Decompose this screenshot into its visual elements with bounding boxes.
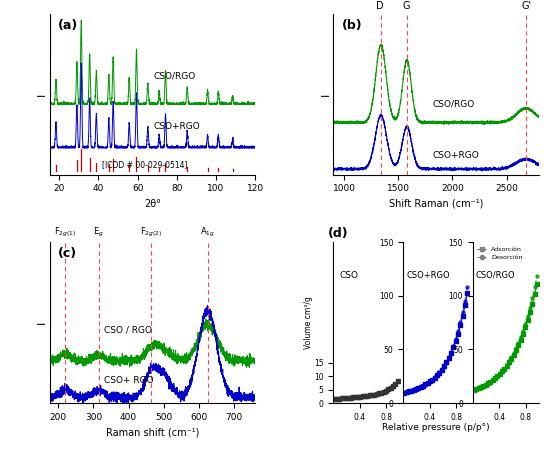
Adsorción (385, 387, 392, 392)
Desorción (345, 395, 352, 400)
Adsorción (378, 390, 384, 395)
Desorción (334, 396, 340, 402)
Text: (b): (b) (342, 19, 362, 32)
Line: Desorción: Desorción (333, 380, 399, 400)
Adsorción (345, 395, 352, 400)
Adsorción (357, 394, 364, 399)
Text: (a): (a) (58, 19, 78, 32)
Desorción (362, 393, 369, 399)
Text: Relative pressure (p/p°): Relative pressure (p/p°) (382, 423, 490, 431)
Adsorción (364, 393, 371, 398)
Desorción (364, 393, 371, 398)
Desorción (368, 392, 375, 398)
Desorción (340, 395, 347, 401)
Text: G: G (402, 0, 410, 11)
Adsorción (336, 396, 343, 401)
X-axis label: Shift Raman (cm⁻¹): Shift Raman (cm⁻¹) (389, 199, 483, 209)
Text: F$_{2g(2)}$: F$_{2g(2)}$ (140, 226, 163, 239)
Desorción (348, 395, 354, 400)
Adsorción (390, 383, 397, 389)
Adsorción (383, 388, 389, 393)
Text: (c): (c) (58, 247, 77, 260)
Adsorción (362, 393, 369, 399)
Text: G': G' (521, 0, 531, 11)
Adsorción (387, 385, 394, 391)
Adsorción (366, 393, 373, 398)
Text: CSO/RGO: CSO/RGO (433, 100, 475, 109)
Text: A$_{1g}$: A$_{1g}$ (200, 226, 215, 239)
Y-axis label: I: I (37, 321, 47, 324)
Adsorción (340, 395, 347, 401)
Desorción (392, 381, 399, 387)
Desorción (394, 379, 401, 384)
Text: CSO / RGO: CSO / RGO (104, 326, 152, 334)
Desorción (390, 383, 397, 389)
Desorción (338, 396, 345, 401)
Desorción (376, 391, 382, 396)
Adsorción (334, 396, 340, 402)
Y-axis label: I: I (321, 93, 331, 96)
Desorción (359, 393, 366, 399)
Desorción (331, 396, 338, 402)
Adsorción (394, 379, 401, 384)
Adsorción (371, 392, 378, 397)
Adsorción (331, 396, 338, 402)
X-axis label: Raman shift (cm⁻¹): Raman shift (cm⁻¹) (106, 427, 199, 437)
Text: CSO+ RGO: CSO+ RGO (104, 376, 153, 385)
Adsorción (359, 393, 366, 399)
Adsorción (353, 394, 359, 400)
Legend: Adsorción, Desorción: Adsorción, Desorción (476, 245, 524, 262)
Adsorción (376, 391, 382, 396)
Adsorción (373, 391, 380, 397)
Adsorción (381, 389, 387, 394)
Adsorción (392, 381, 399, 387)
Desorción (343, 395, 350, 401)
Text: F$_{2g(1)}$: F$_{2g(1)}$ (54, 226, 76, 239)
Adsorción (355, 394, 361, 400)
Desorción (336, 396, 343, 401)
Desorción (355, 394, 361, 400)
Desorción (357, 394, 364, 399)
Text: [ICDD # 00-029-0514]: [ICDD # 00-029-0514] (102, 160, 188, 169)
Text: CSO+RGO: CSO+RGO (153, 122, 200, 131)
Y-axis label: Volume cm³/g: Volume cm³/g (304, 296, 312, 349)
Y-axis label: I: I (37, 93, 47, 96)
Desorción (385, 387, 392, 392)
Desorción (387, 385, 394, 391)
Desorción (383, 388, 389, 393)
Line: Adsorción: Adsorción (333, 380, 399, 400)
Text: E$_g$: E$_g$ (94, 226, 104, 239)
Text: CSO: CSO (340, 271, 359, 279)
Text: CSO/RGO: CSO/RGO (153, 71, 196, 80)
Desorción (353, 394, 359, 400)
X-axis label: 2θ°: 2θ° (144, 199, 161, 209)
Text: (d): (d) (328, 227, 349, 240)
Desorción (366, 393, 373, 398)
Adsorción (350, 395, 356, 400)
Text: CSO+RGO: CSO+RGO (433, 151, 480, 160)
Desorción (378, 390, 384, 395)
Adsorción (343, 395, 350, 401)
Text: D: D (376, 0, 384, 11)
Desorción (381, 389, 387, 394)
Desorción (350, 395, 356, 400)
Text: CSO/RGO: CSO/RGO (476, 271, 515, 279)
Desorción (371, 392, 378, 397)
Adsorción (338, 396, 345, 401)
Adsorción (368, 392, 375, 398)
Desorción (373, 391, 380, 397)
Adsorción (348, 395, 354, 400)
Text: CSO+RGO: CSO+RGO (406, 271, 450, 279)
